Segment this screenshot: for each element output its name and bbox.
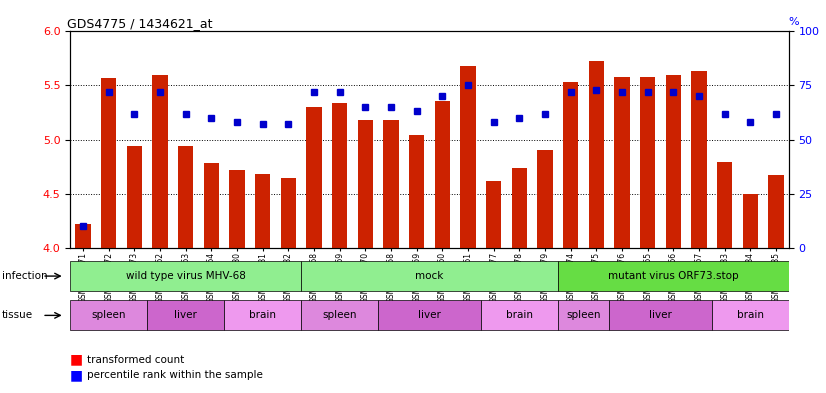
Bar: [666, 75, 681, 248]
Text: brain: brain: [506, 310, 533, 320]
Text: mutant virus ORF73.stop: mutant virus ORF73.stop: [608, 271, 738, 281]
Bar: [178, 146, 193, 248]
Text: transformed count: transformed count: [87, 354, 184, 365]
Bar: [743, 193, 758, 248]
Bar: [101, 78, 116, 248]
Bar: [126, 146, 142, 248]
Text: brain: brain: [737, 310, 764, 320]
Bar: [691, 72, 707, 248]
Bar: [152, 75, 168, 248]
Text: percentile rank within the sample: percentile rank within the sample: [87, 370, 263, 380]
Bar: [230, 170, 244, 248]
Text: mock: mock: [415, 271, 444, 281]
Bar: [563, 82, 578, 248]
Bar: [409, 135, 425, 248]
Text: liver: liver: [174, 310, 197, 320]
Text: ■: ■: [70, 368, 83, 382]
Bar: [358, 120, 373, 248]
Bar: [481, 300, 558, 331]
Bar: [712, 300, 789, 331]
Text: spleen: spleen: [322, 310, 357, 320]
Bar: [224, 300, 301, 331]
Bar: [147, 300, 224, 331]
Text: infection: infection: [2, 271, 47, 281]
Bar: [301, 300, 378, 331]
Bar: [717, 162, 733, 248]
Text: liver: liver: [418, 310, 441, 320]
Bar: [640, 77, 655, 248]
Bar: [615, 77, 629, 248]
Text: ■: ■: [70, 353, 83, 367]
Bar: [460, 66, 476, 248]
Bar: [537, 150, 553, 248]
Text: tissue: tissue: [2, 310, 33, 320]
Text: brain: brain: [249, 310, 276, 320]
Bar: [301, 261, 558, 291]
Text: spleen: spleen: [567, 310, 601, 320]
Bar: [558, 300, 609, 331]
Bar: [383, 120, 399, 248]
Bar: [281, 178, 296, 248]
Bar: [511, 167, 527, 248]
Bar: [589, 61, 604, 248]
Bar: [75, 224, 91, 248]
Text: liver: liver: [649, 310, 672, 320]
Bar: [70, 261, 301, 291]
Bar: [558, 261, 789, 291]
Bar: [768, 175, 784, 248]
Bar: [434, 101, 450, 248]
Bar: [70, 300, 147, 331]
Bar: [332, 103, 348, 248]
Bar: [609, 300, 712, 331]
Bar: [378, 300, 481, 331]
Bar: [255, 174, 270, 248]
Text: GDS4775 / 1434621_at: GDS4775 / 1434621_at: [67, 17, 212, 30]
Bar: [306, 107, 322, 248]
Bar: [486, 180, 501, 248]
Text: %: %: [789, 17, 800, 27]
Text: spleen: spleen: [92, 310, 126, 320]
Text: wild type virus MHV-68: wild type virus MHV-68: [126, 271, 245, 281]
Bar: [204, 163, 219, 248]
